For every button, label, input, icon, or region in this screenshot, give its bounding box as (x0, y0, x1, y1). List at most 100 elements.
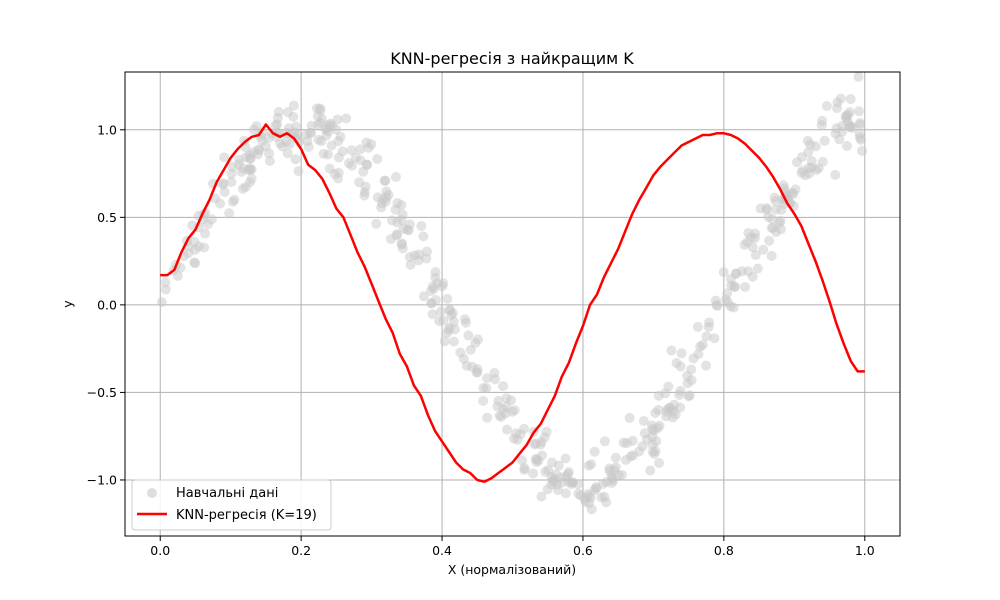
scatter-point (442, 293, 453, 304)
scatter-point (229, 194, 240, 205)
scatter-point (498, 381, 509, 392)
scatter-point (416, 220, 427, 231)
scatter-point (160, 277, 171, 288)
scatter-point (404, 219, 415, 230)
y-tick-label: −0.5 (87, 385, 117, 400)
scatter-point (546, 472, 557, 483)
scatter-point (647, 446, 658, 457)
x-tick-label: 1.0 (855, 543, 875, 558)
scatter-point (346, 145, 357, 156)
scatter-point (589, 446, 600, 457)
scatter-point (845, 94, 856, 105)
scatter-point (472, 334, 483, 345)
y-tick-label: 0.5 (97, 210, 117, 225)
scatter-point (692, 321, 703, 332)
scatter-point (430, 267, 441, 278)
y-axis-ticks: −1.0 −0.5 0.0 0.5 1.0 (87, 122, 125, 487)
scatter-point (821, 101, 832, 112)
scatter-point (810, 141, 821, 152)
scatter-point (709, 333, 720, 344)
scatter-point (712, 300, 723, 311)
scatter-point (301, 129, 312, 140)
scatter-point (492, 401, 503, 412)
scatter-point (418, 291, 429, 302)
scatter-point (830, 169, 841, 180)
scatter-point (391, 230, 402, 241)
scatter-point (650, 407, 661, 418)
scatter-point (660, 388, 671, 399)
scatter-point (647, 424, 658, 435)
scatter-point (509, 405, 520, 416)
scatter-point (160, 284, 171, 295)
scatter-point (427, 309, 438, 320)
scatter-point (233, 159, 244, 170)
scatter-point (796, 167, 807, 178)
scatter-point (443, 324, 454, 335)
scatter-point (697, 339, 708, 350)
scatter-point (189, 236, 200, 247)
scatter-point (175, 262, 186, 273)
scatter-point (854, 132, 865, 143)
scatter-point (246, 173, 257, 184)
scatter-point (200, 228, 211, 239)
scatter-point (460, 314, 471, 325)
scatter-point (172, 271, 183, 282)
scatter-point (437, 281, 448, 292)
scatter-point (671, 358, 682, 369)
scatter-point (282, 148, 293, 159)
scatter-point (397, 243, 408, 254)
scatter-point (675, 385, 686, 396)
scatter-point (682, 378, 693, 389)
scatter-point (560, 488, 571, 499)
scatter-point (323, 119, 334, 130)
scatter-point (729, 281, 740, 292)
scatter-point (189, 257, 200, 268)
scatter-point (844, 107, 855, 118)
scatter-point (277, 141, 288, 152)
scatter-point (778, 180, 789, 191)
scatter-point (740, 281, 751, 292)
scatter-point (853, 106, 864, 117)
scatter-point (478, 382, 489, 393)
scatter-point (704, 317, 715, 328)
scatter-point (601, 477, 612, 488)
scatter-point (684, 390, 695, 401)
scatter-point (816, 120, 827, 131)
scatter-point (774, 217, 785, 228)
scatter-point (638, 415, 649, 426)
scatter-point (832, 97, 843, 108)
scatter-point (728, 302, 739, 313)
scatter-point (528, 468, 539, 479)
scatter-point (583, 489, 594, 500)
scatter-point (531, 454, 542, 465)
scatter-point (819, 135, 830, 146)
scatter-point (358, 166, 369, 177)
scatter-point (247, 147, 258, 158)
scatter-point (426, 297, 437, 308)
x-tick-label: 0.0 (150, 543, 170, 558)
scatter-point (414, 249, 425, 260)
scatter-point (404, 251, 415, 262)
scatter-point (560, 453, 571, 464)
scatter-point (472, 364, 483, 375)
scatter-point (682, 370, 693, 381)
scatter-point (701, 360, 712, 371)
legend-label-knn-regression: KNN-регресія (K=19) (176, 508, 317, 523)
scatter-point (718, 267, 729, 278)
scatter-point (380, 196, 391, 207)
scatter-point (556, 472, 567, 483)
scatter-point (217, 179, 228, 190)
scatter-point (618, 437, 629, 448)
scatter-point (604, 463, 615, 474)
scatter-point (669, 399, 680, 410)
legend: Навчальні дані KNN-регресія (K=19) (131, 479, 332, 531)
knn-regression-line (160, 123, 865, 483)
knn-regression-line-layer (160, 123, 865, 483)
training-data-scatter (156, 71, 868, 515)
scatter-point (620, 455, 631, 466)
scatter-point (676, 348, 687, 359)
scatter-point (405, 259, 416, 270)
scatter-point (752, 263, 763, 274)
scatter-point (329, 169, 340, 180)
